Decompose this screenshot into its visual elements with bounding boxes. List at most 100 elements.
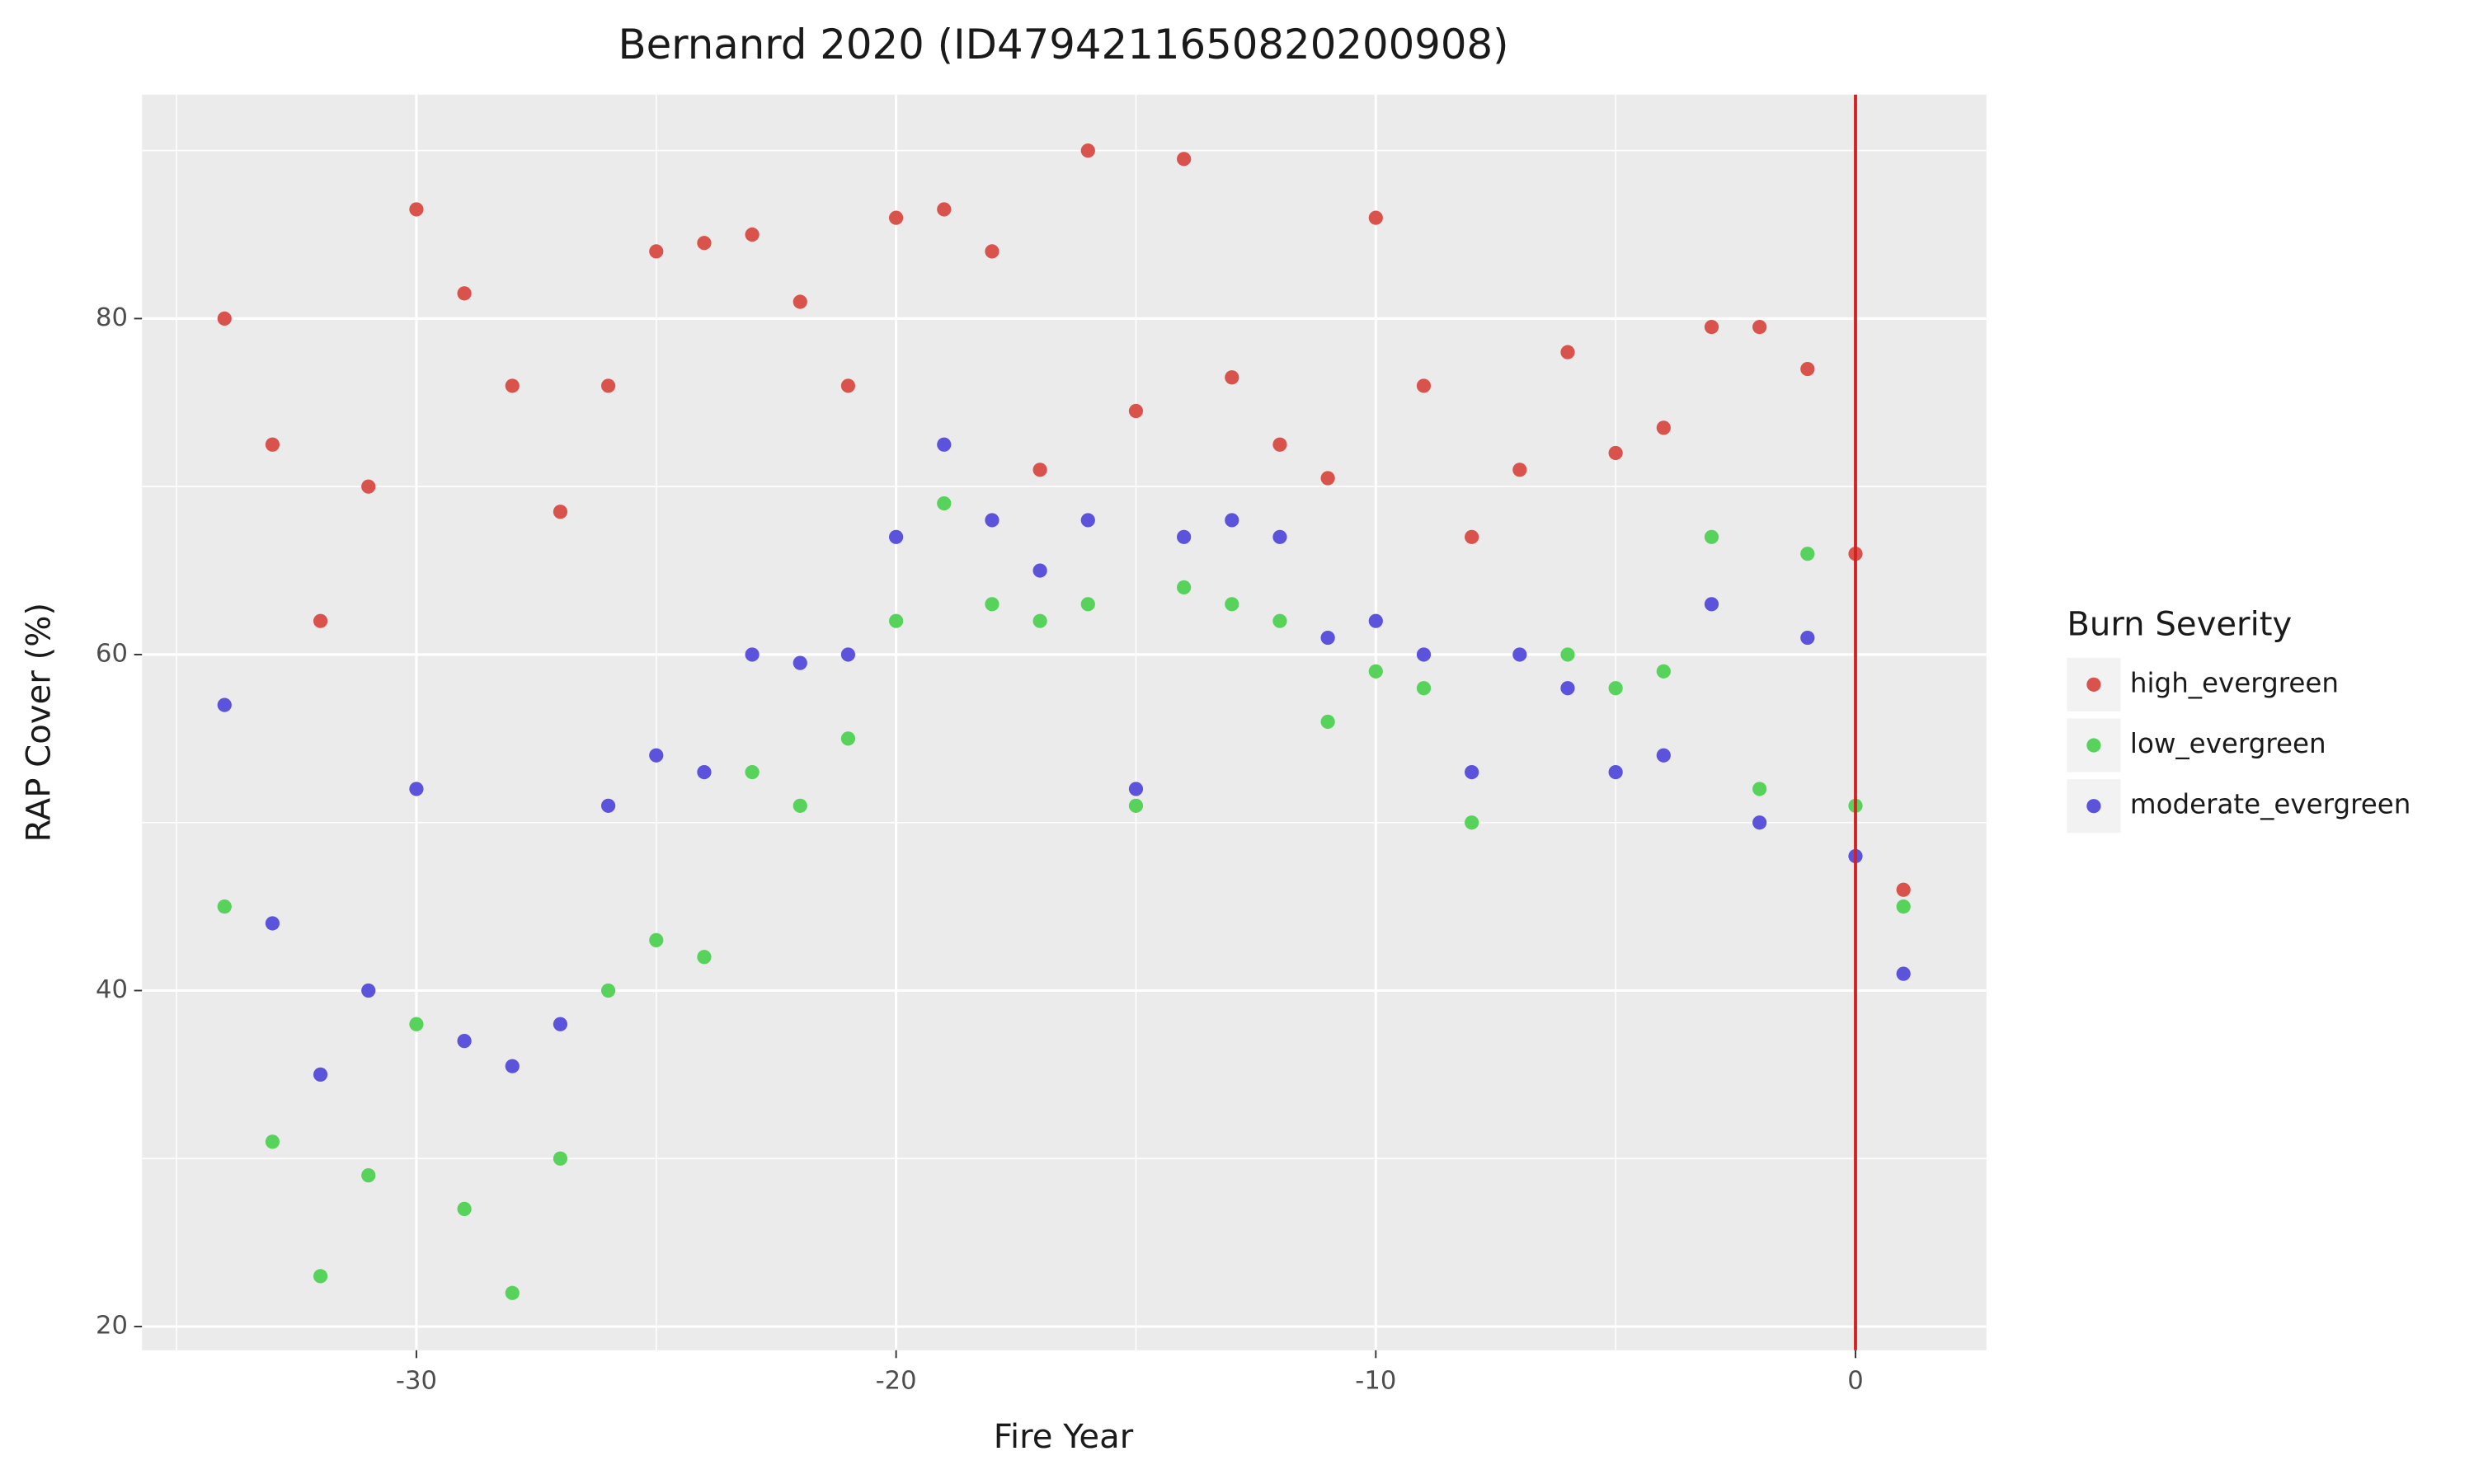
point	[840, 731, 856, 746]
legend-marker	[2086, 677, 2101, 692]
point	[1800, 630, 1815, 646]
point	[1465, 815, 1479, 830]
point	[1032, 563, 1047, 578]
point	[457, 1201, 472, 1216]
legend-title: Burn Severity	[2067, 606, 2292, 644]
point	[600, 983, 616, 998]
x-tick-label: -20	[876, 1367, 917, 1396]
point	[889, 210, 904, 225]
point	[697, 764, 712, 780]
point	[1177, 529, 1192, 544]
point	[793, 798, 807, 813]
point	[1128, 782, 1144, 796]
point	[1560, 647, 1575, 662]
point	[1272, 437, 1287, 452]
legend-label: high_evergreen	[2130, 667, 2339, 698]
legend-marker	[2086, 738, 2101, 753]
point	[313, 613, 328, 628]
point	[697, 950, 712, 965]
point	[1512, 647, 1527, 662]
point	[505, 1285, 520, 1300]
point	[1225, 513, 1239, 528]
point	[265, 916, 280, 931]
y-tick-label: 40	[96, 975, 128, 1004]
chart-title: Bernanrd 2020 (ID4794211650820200908)	[618, 21, 1508, 68]
point	[1800, 361, 1815, 377]
point	[1512, 463, 1527, 477]
x-tick-label: -30	[396, 1367, 437, 1396]
point	[1080, 143, 1095, 158]
point	[1368, 664, 1383, 679]
point	[1752, 782, 1767, 796]
point	[553, 1151, 568, 1166]
point	[1560, 345, 1575, 359]
point	[937, 495, 952, 511]
point	[361, 479, 376, 494]
point	[217, 899, 232, 914]
x-tick-label: -10	[1355, 1367, 1396, 1396]
point	[1704, 529, 1719, 544]
point	[1752, 815, 1767, 830]
point	[1608, 681, 1623, 696]
point	[457, 1034, 472, 1049]
y-axis-label: RAP Cover (%)	[21, 603, 59, 843]
point	[1416, 378, 1432, 393]
point	[1368, 613, 1383, 628]
point	[1416, 681, 1432, 696]
point	[1465, 764, 1479, 780]
point	[1704, 319, 1719, 335]
point	[457, 286, 472, 301]
point	[1320, 630, 1335, 646]
point	[1416, 647, 1432, 662]
point	[409, 1017, 424, 1031]
point	[697, 236, 712, 251]
point	[889, 529, 904, 544]
point	[793, 294, 807, 309]
point	[937, 437, 952, 452]
point	[313, 1067, 328, 1082]
point	[1752, 319, 1767, 335]
point	[1272, 613, 1287, 628]
point	[649, 932, 664, 947]
legend-label: low_evergreen	[2130, 728, 2326, 759]
point	[1080, 597, 1095, 612]
point	[1177, 580, 1192, 595]
point	[553, 505, 568, 519]
point	[313, 1269, 328, 1284]
point	[1032, 613, 1047, 628]
point	[1128, 403, 1144, 419]
point	[745, 764, 760, 780]
point	[1560, 681, 1575, 696]
point	[1656, 664, 1671, 679]
point	[1080, 513, 1095, 528]
plot-panel	[142, 94, 1987, 1350]
point	[1704, 597, 1719, 612]
point	[505, 378, 520, 393]
point	[985, 244, 999, 259]
point	[1128, 798, 1144, 813]
point	[1896, 966, 1911, 981]
point	[1656, 420, 1671, 435]
y-tick-label: 60	[96, 639, 128, 668]
point	[1465, 529, 1479, 544]
point	[361, 983, 376, 998]
point	[985, 513, 999, 528]
point	[217, 311, 232, 326]
point	[361, 1168, 376, 1183]
point	[265, 1134, 280, 1149]
point	[1032, 463, 1047, 477]
point	[1225, 597, 1239, 612]
point	[745, 227, 760, 242]
y-tick-label: 80	[96, 303, 128, 332]
point	[505, 1059, 520, 1073]
point	[840, 647, 856, 662]
point	[409, 782, 424, 796]
point	[649, 748, 664, 763]
point	[600, 798, 616, 813]
point	[1608, 445, 1623, 461]
legend-label: moderate_evergreen	[2130, 789, 2411, 820]
point	[985, 597, 999, 612]
point	[649, 244, 664, 259]
point	[409, 202, 424, 217]
